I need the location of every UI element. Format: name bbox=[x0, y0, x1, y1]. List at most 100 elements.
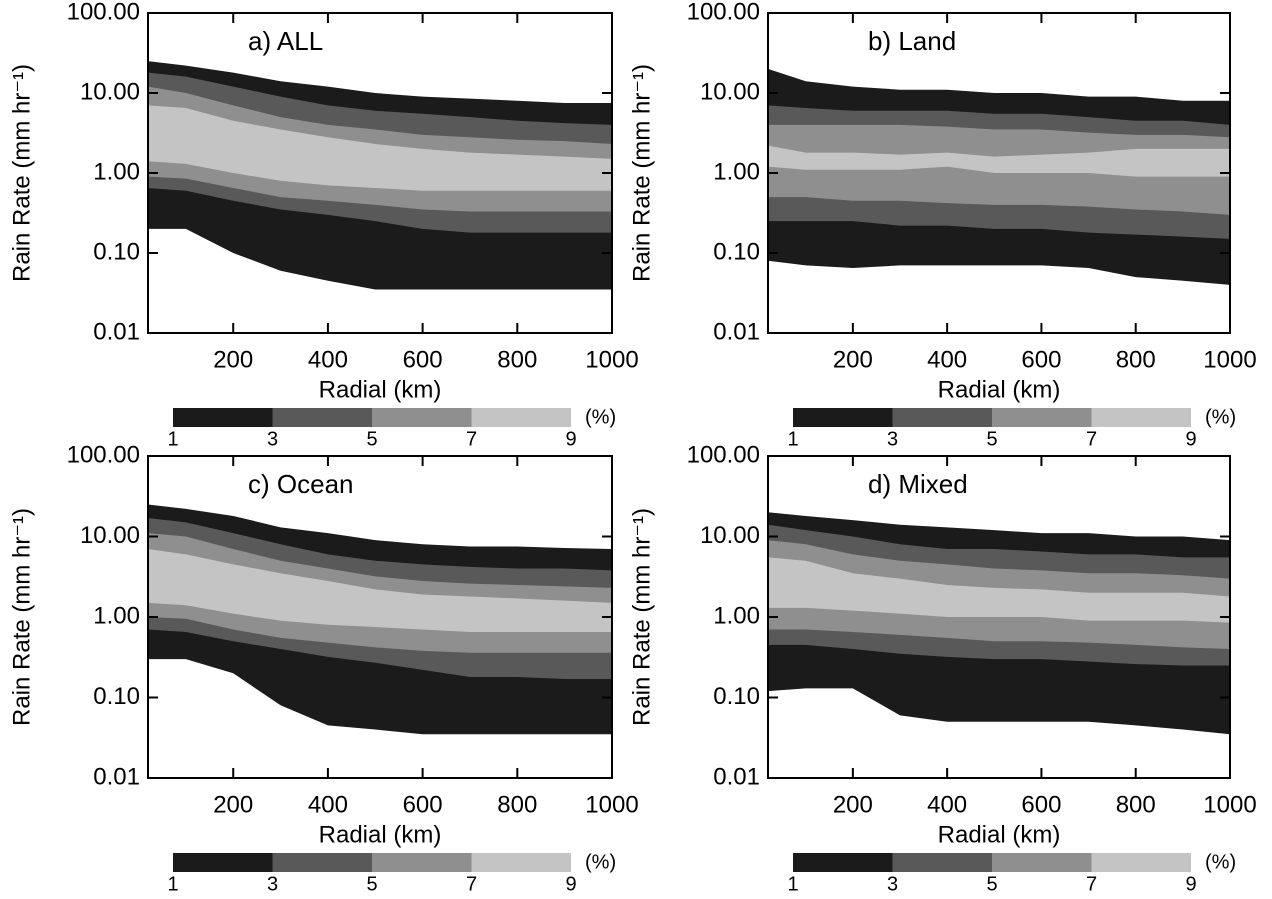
x-tick-label: 200 bbox=[833, 346, 873, 373]
colorbar-label: 3 bbox=[267, 428, 278, 450]
y-tick-label: 10.00 bbox=[80, 522, 140, 549]
colorbar-label: 1 bbox=[167, 428, 178, 450]
y-axis-label: Rain Rate (mm hr⁻¹) bbox=[8, 508, 35, 726]
x-tick-label: 200 bbox=[213, 791, 253, 818]
x-tick-label: 400 bbox=[308, 791, 348, 818]
x-tick-label: 400 bbox=[927, 346, 967, 373]
y-axis-label: Rain Rate (mm hr⁻¹) bbox=[8, 64, 35, 282]
x-tick-label: 800 bbox=[497, 346, 537, 373]
panel: 200 400 600 800 1000 0.01 0.10 1.00 10.00 100.00 b… bbox=[628, 0, 1256, 450]
colorbar-label: 3 bbox=[887, 428, 898, 450]
y-tick-label: 0.10 bbox=[713, 238, 760, 265]
y-tick-label: 0.01 bbox=[713, 318, 760, 345]
contour-band bbox=[768, 557, 1230, 623]
colorbar-label: 9 bbox=[565, 873, 576, 895]
x-tick-label: 800 bbox=[1116, 791, 1156, 818]
colorbar-label: 3 bbox=[267, 873, 278, 895]
colorbar-label: 1 bbox=[787, 428, 798, 450]
y-tick-label: 100.00 bbox=[67, 441, 140, 468]
colorbar-label: 7 bbox=[1086, 428, 1097, 450]
y-tick-label: 100.00 bbox=[687, 441, 760, 468]
colorbar-swatch bbox=[471, 408, 571, 427]
plot-area bbox=[768, 68, 1230, 285]
y-tick-label: 0.01 bbox=[93, 763, 140, 790]
y-tick-label: 10.00 bbox=[700, 78, 760, 105]
colorbar-swatch bbox=[272, 853, 372, 872]
x-tick-label: 800 bbox=[497, 791, 537, 818]
contour-band bbox=[768, 145, 1230, 177]
colorbar-unit: (%) bbox=[1205, 406, 1236, 428]
colorbar-label: 9 bbox=[1185, 428, 1196, 450]
y-tick-label: 1.00 bbox=[93, 158, 140, 185]
y-tick-label: 100.00 bbox=[67, 0, 140, 25]
colorbar-swatch bbox=[992, 853, 1092, 872]
x-axis-label: Radial (km) bbox=[319, 376, 442, 403]
y-tick-label: 1.00 bbox=[713, 602, 760, 629]
x-tick-label: 1000 bbox=[1203, 791, 1256, 818]
colorbar-swatch bbox=[471, 853, 571, 872]
colorbar-label: 3 bbox=[887, 873, 898, 895]
panel: 200 400 600 800 1000 0.01 0.10 1.00 10.00 100.00 a… bbox=[8, 0, 638, 450]
y-tick-label: 10.00 bbox=[700, 522, 760, 549]
contour-band bbox=[148, 548, 612, 633]
x-axis-label: Radial (km) bbox=[319, 821, 442, 848]
x-tick-label: 1000 bbox=[1203, 346, 1256, 373]
x-tick-label: 400 bbox=[927, 791, 967, 818]
colorbar-swatch bbox=[793, 408, 893, 427]
colorbar-swatch bbox=[372, 853, 472, 872]
y-axis-label: Rain Rate (mm hr⁻¹) bbox=[628, 508, 655, 726]
y-tick-label: 10.00 bbox=[80, 78, 140, 105]
contour-band bbox=[148, 105, 612, 191]
plot-area bbox=[148, 61, 612, 290]
y-tick-label: 0.10 bbox=[713, 683, 760, 710]
colorbar-swatch bbox=[1091, 408, 1191, 427]
y-tick-label: 0.01 bbox=[713, 763, 760, 790]
colorbar-swatch bbox=[793, 853, 893, 872]
colorbar-swatch bbox=[892, 853, 992, 872]
y-tick-label: 1.00 bbox=[713, 158, 760, 185]
y-axis-label: Rain Rate (mm hr⁻¹) bbox=[628, 64, 655, 282]
x-axis-label: Radial (km) bbox=[938, 376, 1061, 403]
colorbar-swatch bbox=[272, 408, 372, 427]
x-tick-label: 600 bbox=[403, 346, 443, 373]
panel: 200 400 600 800 1000 0.01 0.10 1.00 10.00 100.00 d… bbox=[628, 441, 1256, 895]
colorbar-unit: (%) bbox=[585, 851, 616, 873]
x-tick-label: 200 bbox=[833, 791, 873, 818]
y-tick-label: 0.10 bbox=[93, 238, 140, 265]
colorbar-swatch bbox=[372, 408, 472, 427]
x-axis-label: Radial (km) bbox=[938, 821, 1061, 848]
colorbar-swatch bbox=[173, 408, 273, 427]
panel: 200 400 600 800 1000 0.01 0.10 1.00 10.00 100.00 c… bbox=[8, 441, 638, 895]
x-tick-label: 600 bbox=[1021, 346, 1061, 373]
y-tick-label: 1.00 bbox=[93, 602, 140, 629]
x-tick-label: 800 bbox=[1116, 346, 1156, 373]
x-tick-label: 1000 bbox=[585, 346, 638, 373]
colorbar-swatch bbox=[173, 853, 273, 872]
colorbar-label: 5 bbox=[366, 873, 377, 895]
colorbar-label: 7 bbox=[1086, 873, 1097, 895]
y-tick-label: 100.00 bbox=[687, 0, 760, 25]
x-tick-label: 200 bbox=[213, 346, 253, 373]
x-tick-label: 1000 bbox=[585, 791, 638, 818]
colorbar-label: 1 bbox=[167, 873, 178, 895]
colorbar-label: 5 bbox=[986, 873, 997, 895]
panel-title: c) Ocean bbox=[248, 469, 354, 499]
colorbar-swatch bbox=[1091, 853, 1191, 872]
colorbar-label: 9 bbox=[1185, 873, 1196, 895]
panel-title: d) Mixed bbox=[868, 469, 968, 499]
x-tick-label: 600 bbox=[403, 791, 443, 818]
colorbar-label: 9 bbox=[565, 428, 576, 450]
colorbar-label: 5 bbox=[366, 428, 377, 450]
panel-title: a) ALL bbox=[248, 26, 323, 56]
colorbar-unit: (%) bbox=[1205, 851, 1236, 873]
colorbar-unit: (%) bbox=[585, 406, 616, 428]
plot-area bbox=[768, 512, 1230, 735]
colorbar-label: 7 bbox=[466, 873, 477, 895]
y-tick-label: 0.01 bbox=[93, 318, 140, 345]
x-tick-label: 600 bbox=[1021, 791, 1061, 818]
colorbar-label: 7 bbox=[466, 428, 477, 450]
plot-area bbox=[148, 504, 612, 735]
colorbar-swatch bbox=[892, 408, 992, 427]
panel-title: b) Land bbox=[868, 26, 956, 56]
